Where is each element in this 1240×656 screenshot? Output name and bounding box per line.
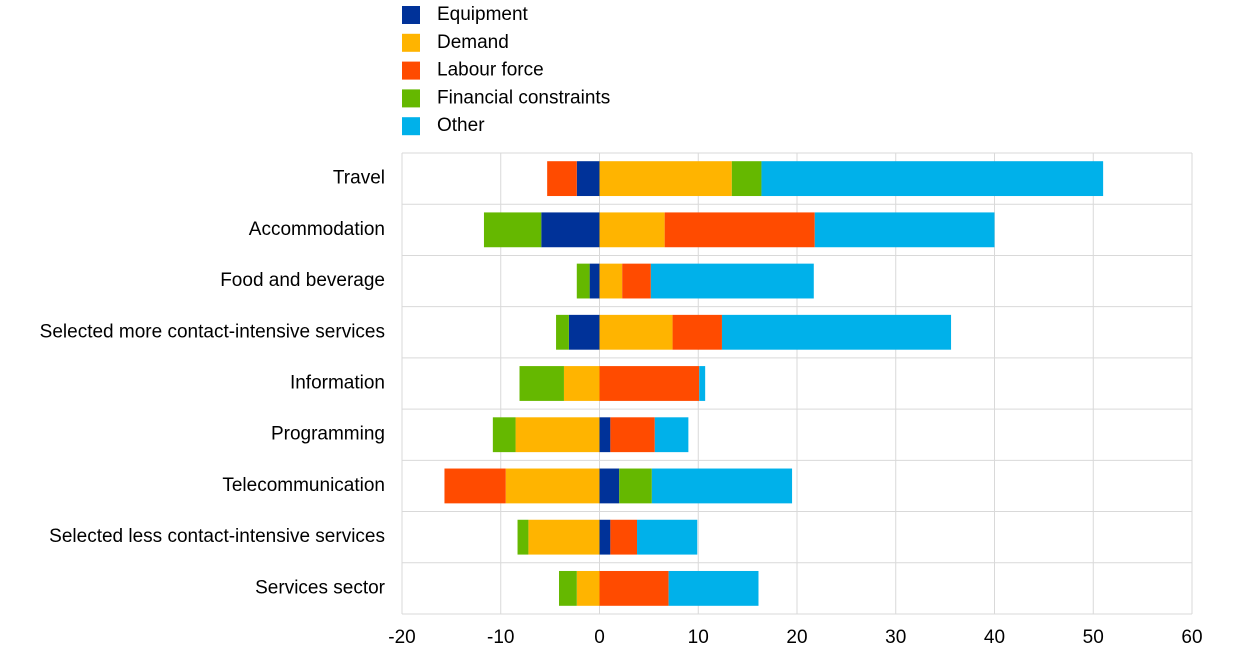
bar-segment xyxy=(814,212,995,248)
bar-segment xyxy=(505,468,600,504)
bar-segment xyxy=(576,570,600,606)
y-tick-label: Programming xyxy=(271,424,385,445)
legend-swatch xyxy=(402,61,420,80)
bar-segment xyxy=(599,366,700,401)
x-tick-label: 0 xyxy=(594,627,605,648)
bar-segment xyxy=(599,263,623,299)
bar-segment xyxy=(599,468,620,504)
bar-segment xyxy=(721,314,952,350)
legend-swatch xyxy=(402,89,420,108)
bar-segment xyxy=(651,468,793,504)
bar-segment xyxy=(547,161,577,197)
legend-swatch xyxy=(402,6,420,24)
legend-label: Demand xyxy=(437,32,509,53)
y-tick-label: Food and beverage xyxy=(220,270,385,291)
bar-segment xyxy=(576,161,600,197)
y-tick-label: Selected less contact-intensive services xyxy=(49,526,385,547)
bar-segment xyxy=(599,314,673,350)
bar-segment xyxy=(599,519,611,555)
legend-swatch xyxy=(402,33,420,52)
x-tick-label: 30 xyxy=(885,627,906,648)
bar-segment xyxy=(563,366,600,401)
x-tick-label: 10 xyxy=(688,627,709,648)
y-tick-label: Selected more contact-intensive services xyxy=(40,321,385,342)
bar-segment xyxy=(559,570,577,606)
bar-segment xyxy=(610,519,638,555)
bar-segment xyxy=(556,314,569,350)
bar-segment xyxy=(492,417,516,453)
x-tick-label: -10 xyxy=(487,627,514,648)
bar-segment xyxy=(668,570,759,606)
x-tick-label: 20 xyxy=(786,627,807,648)
x-tick-label: 60 xyxy=(1181,627,1202,648)
x-tick-label: 50 xyxy=(1083,627,1104,648)
bar-segment xyxy=(650,263,814,299)
bar-segment xyxy=(515,417,600,453)
bar-segment xyxy=(589,263,600,299)
bar-segment xyxy=(483,212,542,248)
legend-swatch xyxy=(402,117,420,136)
bar-segment xyxy=(541,212,600,248)
bar-segment xyxy=(699,366,706,401)
bar-segment xyxy=(654,417,689,453)
y-tick-label: Services sector xyxy=(255,577,386,598)
bar-segment xyxy=(517,519,529,555)
x-tick-label: 40 xyxy=(984,627,1005,648)
legend-label: Labour force xyxy=(437,60,544,81)
bar-segment xyxy=(761,161,1104,197)
bar-segment xyxy=(664,212,815,248)
y-tick-label: Accommodation xyxy=(249,219,385,240)
bar-segment xyxy=(610,417,655,453)
bar-segment xyxy=(568,314,600,350)
y-tick-label: Telecommunication xyxy=(222,475,385,496)
y-tick-label: Travel xyxy=(333,168,385,189)
bar-segment xyxy=(622,263,651,299)
bar-segment xyxy=(599,570,669,606)
bar-segment xyxy=(519,366,564,401)
bar-segment xyxy=(599,417,611,453)
bar-segment xyxy=(576,263,590,299)
bar-segment xyxy=(599,212,665,248)
bar-segment xyxy=(619,468,652,504)
bar-segment xyxy=(528,519,600,555)
bar-segment xyxy=(731,161,762,197)
y-tick-label: Information xyxy=(290,373,385,394)
x-tick-label: -20 xyxy=(388,627,415,648)
bar-segment xyxy=(672,314,722,350)
bar-segment xyxy=(444,468,506,504)
bar-segment xyxy=(637,519,698,555)
legend-label: Equipment xyxy=(437,4,529,25)
legend-label: Other xyxy=(437,115,485,136)
legend-label: Financial constraints xyxy=(437,87,610,108)
bar-segment xyxy=(599,161,732,197)
